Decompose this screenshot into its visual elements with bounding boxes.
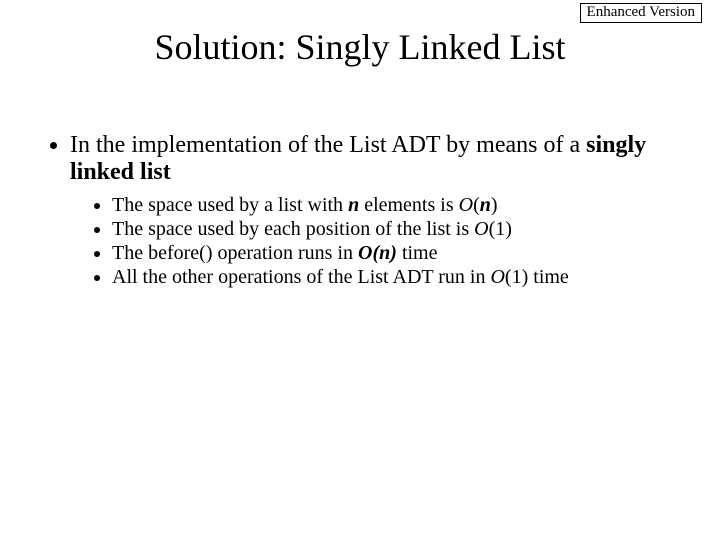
intro-bullet: In the implementation of the List ADT by… <box>70 132 660 289</box>
b0-O: O <box>459 194 473 216</box>
b2-pre: The before() operation runs in <box>112 242 358 264</box>
title-text: Solution: Singly Linked List <box>154 27 565 67</box>
b1-arg: 1 <box>495 218 505 240</box>
b2-post: time <box>397 242 438 264</box>
b1-O: O <box>474 218 488 240</box>
b3-open: ( <box>505 266 512 288</box>
b0-close: ) <box>491 194 498 216</box>
b1-pre: The space used by each position of the l… <box>112 218 474 240</box>
version-badge: Enhanced Version <box>580 3 702 23</box>
version-badge-text: Enhanced Version <box>587 4 695 20</box>
b3-post: time <box>528 266 569 288</box>
list-item: All the other operations of the List ADT… <box>112 266 660 289</box>
b0-em1: n <box>348 194 359 216</box>
outer-list: In the implementation of the List ADT by… <box>46 132 660 289</box>
page-title: Solution: Singly Linked List <box>0 26 720 68</box>
list-item: The space used by each position of the l… <box>112 218 660 241</box>
intro-prefix: In the implementation of the List ADT by… <box>70 132 586 158</box>
b2-close: ) <box>390 242 397 264</box>
inner-list: The space used by a list with n elements… <box>70 194 660 289</box>
b1-close: ) <box>505 218 512 240</box>
b3-pre: All the other operations of the List ADT… <box>112 266 490 288</box>
b3-O: O <box>490 266 504 288</box>
b3-arg: 1 <box>512 266 522 288</box>
list-item: The before() operation runs in O(n) time <box>112 242 660 265</box>
b0-mid: elements is <box>359 194 458 216</box>
b0-pre: The space used by a list with <box>112 194 348 216</box>
slide: Enhanced Version Solution: Singly Linked… <box>0 0 720 540</box>
b2-arg: n <box>379 242 390 264</box>
body-content: In the implementation of the List ADT by… <box>46 132 660 295</box>
b0-arg: n <box>480 194 491 216</box>
b2-O: O <box>358 242 372 264</box>
b0-open: ( <box>473 194 480 216</box>
list-item: The space used by a list with n elements… <box>112 194 660 217</box>
